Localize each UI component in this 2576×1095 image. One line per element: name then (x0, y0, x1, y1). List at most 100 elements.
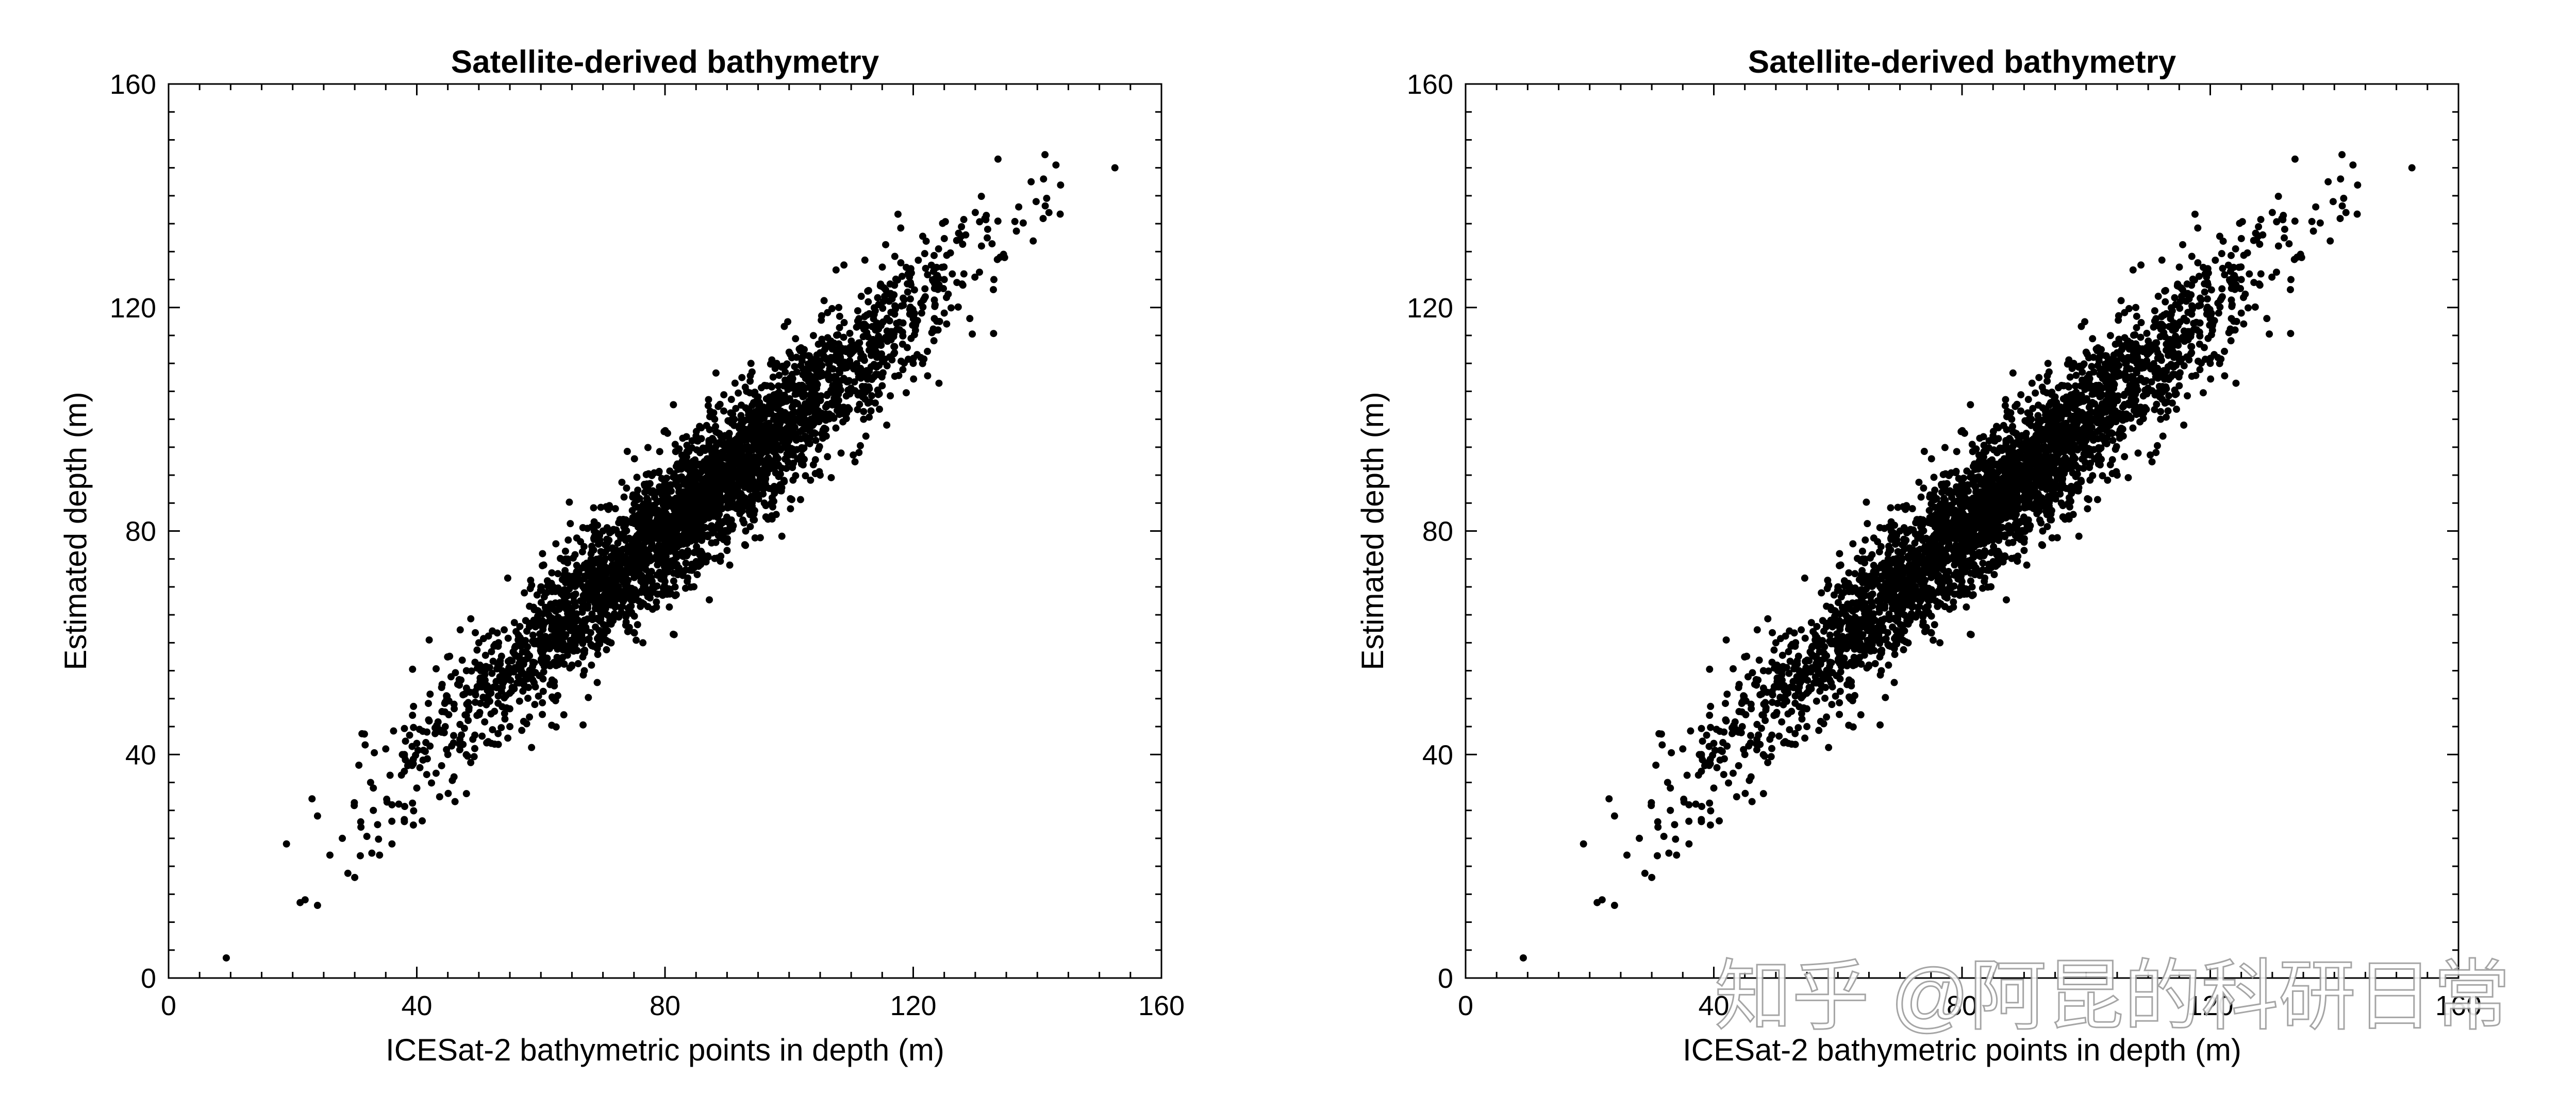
scatter-point (592, 623, 600, 631)
scatter-point (642, 470, 650, 478)
scatter-point (690, 465, 698, 473)
scatter-point (560, 660, 568, 668)
scatter-point (703, 477, 711, 485)
scatter-point (554, 584, 562, 592)
scatter-point (824, 391, 832, 398)
scatter-point (931, 302, 939, 310)
scatter-point (1045, 209, 1053, 216)
scatter-point (1011, 217, 1019, 225)
x-tick-label: 80 (1947, 990, 1977, 1021)
scatter-point (969, 330, 976, 338)
scatter-point (910, 286, 918, 294)
scatter-point (539, 651, 546, 659)
scatter-point (301, 896, 309, 904)
scatter-point (1801, 574, 1808, 582)
scatter-point (2144, 384, 2152, 392)
scatter-point (935, 275, 942, 282)
scatter-point (971, 209, 979, 216)
scatter-point (282, 840, 290, 848)
scatter-point (472, 691, 479, 699)
scatter-point (873, 319, 880, 327)
scatter-point (554, 692, 561, 699)
scatter-point (2137, 319, 2145, 327)
scatter-point (670, 569, 677, 577)
scatter-point (921, 250, 928, 258)
scatter-point (554, 633, 562, 641)
scatter-point (667, 542, 674, 550)
scatter-point (802, 365, 810, 373)
scatter-point (1032, 198, 1040, 206)
scatter-point (638, 599, 646, 607)
scatter-point (676, 491, 684, 499)
scatter-point (368, 849, 376, 857)
scatter-point (374, 821, 381, 829)
y-tick-label: 0 (141, 963, 156, 994)
scatter-point (672, 463, 680, 470)
scatter-point (653, 598, 660, 606)
scatter-point (690, 564, 698, 571)
scatter-point (954, 303, 962, 311)
scatter-point (742, 527, 750, 535)
scatter-point (1772, 639, 1780, 647)
scatter-point (1710, 784, 1718, 792)
scatter-point (701, 461, 709, 468)
scatter-point (585, 595, 592, 603)
scatter-point (412, 751, 420, 759)
scatter-point (516, 622, 524, 630)
scatter-point (886, 280, 894, 288)
scatter-point (775, 372, 783, 379)
scatter-point (824, 309, 832, 316)
scatter-point (2324, 178, 2332, 186)
scatter-point (900, 301, 907, 309)
scatter-point (1837, 668, 1844, 676)
scatter-point (2197, 294, 2204, 302)
scatter-point (628, 519, 636, 527)
scatter-point (689, 530, 696, 537)
scatter-point (222, 954, 230, 962)
scatter-point (497, 687, 505, 695)
scatter-point (634, 486, 642, 494)
scatter-point (836, 312, 843, 320)
x-tick-label: 160 (2435, 990, 2482, 1021)
scatter-point (892, 275, 900, 283)
scatter-point (667, 519, 675, 527)
scatter-point (688, 437, 696, 445)
scatter-point (943, 251, 951, 259)
scatter-point (1823, 585, 1831, 593)
scatter-point (543, 577, 551, 585)
scatter-point (787, 505, 794, 513)
scatter-point (751, 534, 759, 542)
scatter-series (222, 151, 1119, 962)
scatter-point (720, 407, 727, 415)
scatter-point (747, 493, 755, 500)
scatter-point (771, 433, 778, 441)
scatter-point (879, 298, 887, 306)
scatter-point (2336, 215, 2344, 223)
scatter-point (2002, 396, 2009, 403)
scatter-point (2237, 276, 2245, 283)
scatter-point (567, 580, 574, 588)
scatter-point (655, 541, 663, 549)
scatter-point (825, 360, 833, 367)
scatter-point (2066, 373, 2074, 381)
scatter-point (558, 616, 566, 624)
scatter-point (887, 290, 894, 297)
scatter-point (840, 261, 848, 269)
scatter-point (371, 749, 378, 756)
scatter-point (501, 626, 508, 634)
scatter-point (458, 656, 466, 664)
scatter-point (351, 799, 358, 806)
scatter-point (1718, 748, 1726, 755)
scatter-point (846, 390, 854, 398)
scatter-point (874, 294, 882, 301)
scatter-point (600, 596, 607, 604)
scatter-point (809, 332, 817, 340)
scatter-point (526, 585, 534, 593)
scatter-point (910, 310, 918, 317)
x-tick-label: 160 (1138, 990, 1185, 1021)
scatter-point (1733, 793, 1740, 801)
scatter-point (672, 477, 680, 485)
scatter-point (626, 594, 634, 601)
scatter-point (813, 381, 821, 389)
scatter-point (1039, 215, 1047, 223)
